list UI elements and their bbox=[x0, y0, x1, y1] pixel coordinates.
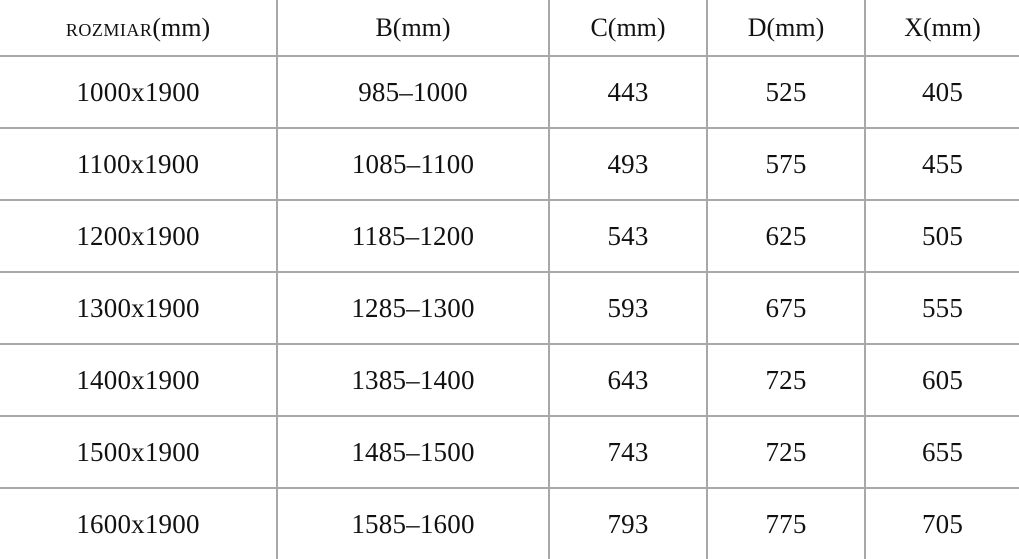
column-header-b: B(mm) bbox=[277, 0, 550, 57]
cell-x: 555 bbox=[865, 272, 1019, 345]
cell-b: 1285–1300 bbox=[277, 272, 550, 345]
cell-size: 1200x1900 bbox=[0, 200, 278, 273]
table-header: ROZMIAR(mm) B(mm) C(mm) D(mm) X( bbox=[0, 0, 1019, 57]
cell-size: 1600x1900 bbox=[0, 488, 278, 559]
column-header-size: ROZMIAR(mm) bbox=[0, 0, 278, 57]
table-row: 1200x1900 1185–1200 543 625 505 bbox=[0, 200, 1019, 273]
column-header-c: C(mm) bbox=[549, 0, 708, 57]
cell-d: 525 bbox=[707, 56, 866, 129]
cell-x: 705 bbox=[865, 488, 1019, 559]
cell-b: 985–1000 bbox=[277, 56, 550, 129]
cell-d: 725 bbox=[707, 416, 866, 489]
column-header-d-label: D bbox=[747, 12, 767, 42]
table-row: 1600x1900 1585–1600 793 775 705 bbox=[0, 488, 1019, 559]
column-header-size-unit: (mm) bbox=[152, 12, 211, 42]
cell-x: 455 bbox=[865, 128, 1019, 201]
cell-b: 1485–1500 bbox=[277, 416, 550, 489]
cell-d: 575 bbox=[707, 128, 866, 201]
table-row: 1300x1900 1285–1300 593 675 555 bbox=[0, 272, 1019, 345]
cell-x: 405 bbox=[865, 56, 1019, 129]
column-header-size-label: ROZMIAR bbox=[65, 19, 153, 40]
cell-c: 643 bbox=[549, 344, 708, 417]
cell-x: 655 bbox=[865, 416, 1019, 489]
cell-b: 1085–1100 bbox=[277, 128, 550, 201]
cell-size: 1300x1900 bbox=[0, 272, 278, 345]
cell-c: 493 bbox=[549, 128, 708, 201]
column-header-b-unit: (mm) bbox=[392, 12, 451, 42]
cell-d: 625 bbox=[707, 200, 866, 273]
table-row: 1000x1900 985–1000 443 525 405 bbox=[0, 56, 1019, 129]
cell-x: 505 bbox=[865, 200, 1019, 273]
table-row: 1400x1900 1385–1400 643 725 605 bbox=[0, 344, 1019, 417]
cell-c: 543 bbox=[549, 200, 708, 273]
cell-d: 725 bbox=[707, 344, 866, 417]
table-row: 1500x1900 1485–1500 743 725 655 bbox=[0, 416, 1019, 489]
table-row: 1100x1900 1085–1100 493 575 455 bbox=[0, 128, 1019, 201]
column-header-x-unit: (mm) bbox=[923, 12, 981, 42]
cell-d: 675 bbox=[707, 272, 866, 345]
cell-c: 443 bbox=[549, 56, 708, 129]
cell-size: 1100x1900 bbox=[0, 128, 278, 201]
cell-b: 1585–1600 bbox=[277, 488, 550, 559]
cell-x: 605 bbox=[865, 344, 1019, 417]
cell-c: 743 bbox=[549, 416, 708, 489]
column-header-x-label: X bbox=[904, 12, 923, 42]
column-header-c-unit: (mm) bbox=[607, 12, 666, 42]
column-header-d: D(mm) bbox=[707, 0, 866, 57]
column-header-b-label: B bbox=[375, 12, 393, 42]
cell-d: 775 bbox=[707, 488, 866, 559]
cell-b: 1385–1400 bbox=[277, 344, 550, 417]
table-body: 1000x1900 985–1000 443 525 405 1100x1900… bbox=[0, 56, 1019, 559]
cell-c: 593 bbox=[549, 272, 708, 345]
cell-size: 1500x1900 bbox=[0, 416, 278, 489]
cell-size: 1000x1900 bbox=[0, 56, 278, 129]
cell-size: 1400x1900 bbox=[0, 344, 278, 417]
cell-c: 793 bbox=[549, 488, 708, 559]
column-header-c-label: C bbox=[590, 12, 608, 42]
header-row: ROZMIAR(mm) B(mm) C(mm) D(mm) X( bbox=[0, 0, 1019, 57]
column-header-d-unit: (mm) bbox=[766, 12, 825, 42]
column-header-x: X(mm) bbox=[865, 0, 1019, 57]
cell-b: 1185–1200 bbox=[277, 200, 550, 273]
